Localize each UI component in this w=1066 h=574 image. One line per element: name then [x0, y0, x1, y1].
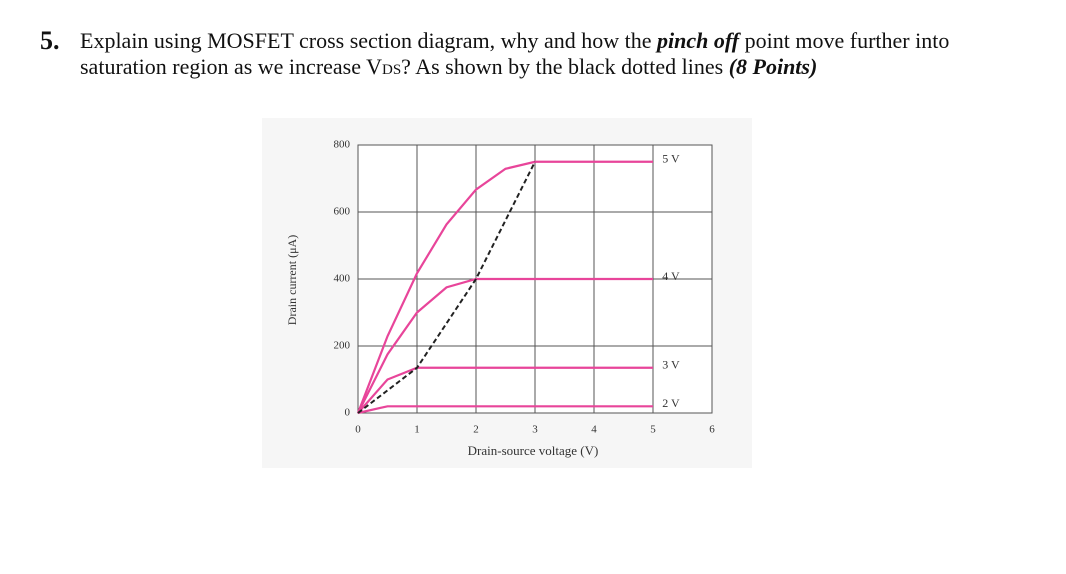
- text: Explain using MOSFET cross section diagr…: [80, 28, 658, 53]
- x-tick-label: 5: [650, 424, 656, 436]
- curve-label: 3 V: [662, 358, 680, 372]
- curve-label: 5 V: [662, 152, 680, 166]
- subscript: DS: [381, 62, 402, 78]
- x-axis-label: Drain-source voltage (V): [468, 443, 599, 458]
- text: ? As shown by the black dotted lines: [401, 54, 729, 79]
- y-tick-label: 400: [334, 273, 351, 285]
- curve-label: 2 V: [662, 396, 680, 410]
- points: (8 Points): [728, 54, 818, 79]
- y-tick-label: 800: [334, 139, 351, 151]
- x-tick-label: 2: [473, 424, 479, 436]
- curve: [357, 405, 653, 415]
- question-text: Explain using MOSFET cross section diagr…: [80, 28, 980, 83]
- curve-label: 4 V: [662, 269, 680, 283]
- x-tick-label: 0: [355, 424, 361, 436]
- question: 5. Explain using MOSFET cross section di…: [40, 28, 980, 83]
- x-tick-label: 4: [591, 424, 597, 436]
- x-tick-label: 1: [414, 424, 420, 436]
- x-tick-label: 6: [709, 424, 715, 436]
- emphasis: pinch off: [657, 28, 740, 53]
- curve: [356, 160, 653, 414]
- question-number: 5.: [40, 26, 60, 55]
- y-axis-label: Drain current (μA): [285, 235, 299, 325]
- curve: [357, 366, 653, 414]
- text: point move further into saturation regio…: [80, 28, 950, 79]
- y-tick-label: 200: [334, 340, 351, 352]
- x-tick-label: 3: [532, 424, 538, 436]
- y-tick-label: 600: [334, 206, 351, 218]
- y-tick-label: 0: [345, 407, 351, 419]
